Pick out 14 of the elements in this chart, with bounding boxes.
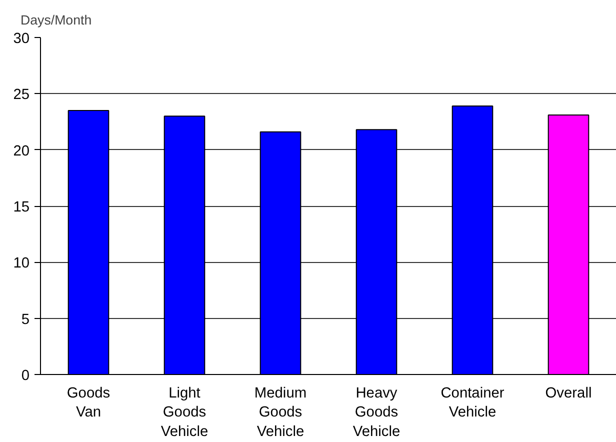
- y-tick-label: 5: [21, 312, 30, 328]
- y-tick-label: 20: [13, 143, 30, 160]
- y-tick-label: 10: [13, 256, 30, 272]
- y-tick-label: 25: [13, 87, 30, 104]
- y-tick-label: 0: [21, 368, 30, 384]
- x-tick-label: Medium Goods Vehicle: [254, 386, 307, 440]
- x-tick-label: Overall: [545, 386, 592, 402]
- y-axis-title: Days/Month: [20, 12, 92, 28]
- x-tick-label: Light Goods Vehicle: [160, 386, 208, 440]
- x-tick-label: Heavy Goods Vehicle: [352, 386, 400, 440]
- y-tick-label: 30: [13, 31, 30, 47]
- x-tick-label: Container Vehicle: [440, 386, 504, 421]
- x-tick-label: Goods Van: [66, 386, 110, 421]
- y-tick-label: 15: [13, 200, 30, 216]
